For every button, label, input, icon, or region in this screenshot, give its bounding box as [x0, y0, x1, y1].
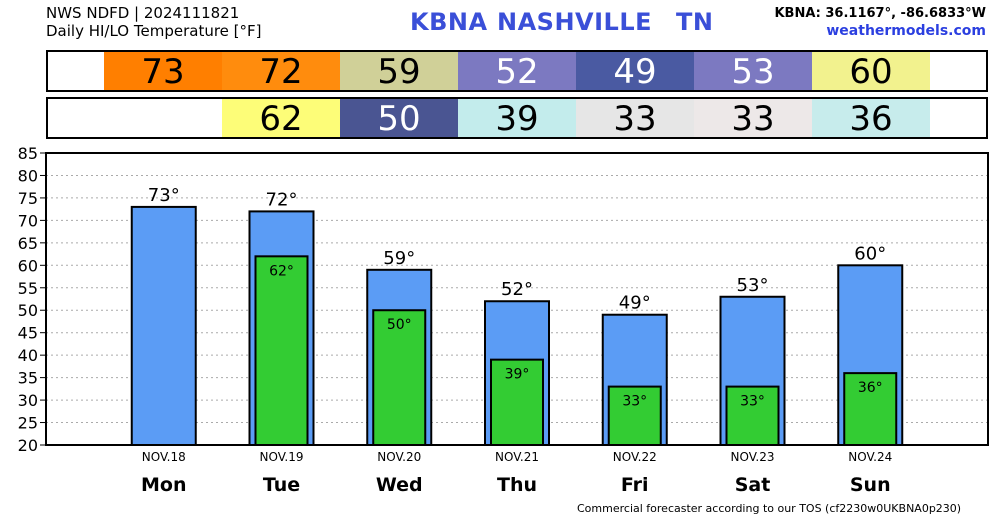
high-cell-2: 59	[340, 52, 458, 92]
high-bar-label: 60°	[854, 243, 886, 264]
y-tick-label: 70	[18, 211, 38, 230]
station-id: KBNA	[410, 8, 488, 36]
high-bar-label: 73°	[148, 185, 180, 206]
date-label: NOV.18	[142, 450, 186, 464]
y-tick-label: 25	[18, 414, 38, 433]
day-label: Sun	[850, 474, 891, 496]
site-link[interactable]: weathermodels.com	[826, 23, 986, 39]
y-tick-label: 60	[18, 256, 38, 275]
high-temp-strip: 73 72 59 52 49 53 60	[46, 50, 988, 92]
low-bar-label: 33°	[740, 394, 765, 410]
high-cell-1: 72	[222, 52, 340, 92]
plot-frame	[45, 152, 989, 446]
y-tick-label: 50	[18, 301, 38, 320]
high-bar-label: 59°	[383, 248, 415, 269]
low-cell-0	[104, 99, 222, 137]
y-tick-label: 40	[18, 346, 38, 365]
low-bar	[254, 255, 309, 447]
date-label: NOV.19	[260, 450, 304, 464]
y-tick-label: 30	[18, 391, 38, 410]
y-tick-label: 20	[18, 436, 38, 455]
low-bar-label: 33°	[622, 394, 647, 410]
date-label: NOV.22	[613, 450, 657, 464]
day-label: Fri	[621, 474, 649, 496]
high-cell-5: 53	[694, 52, 812, 92]
day-label: Wed	[376, 474, 423, 496]
high-bar-label: 53°	[737, 275, 769, 296]
high-cell-4: 49	[576, 52, 694, 92]
date-label: NOV.24	[848, 450, 892, 464]
station-city: NASHVILLE	[497, 8, 653, 36]
day-label: Mon	[141, 474, 187, 496]
high-bar-label: 52°	[501, 279, 533, 300]
high-cell-3: 52	[458, 52, 576, 92]
high-cell-0: 73	[104, 52, 222, 92]
low-cell-1: 62	[222, 99, 340, 139]
station-coords: KBNA: 36.1167°, -86.6833°W	[774, 6, 986, 21]
footer-note: Commercial forecaster according to our T…	[577, 502, 962, 515]
low-cell-2: 50	[340, 99, 458, 139]
low-cell-5: 33	[694, 99, 812, 139]
day-label: Sat	[735, 474, 771, 496]
day-label: Tue	[263, 474, 300, 496]
y-tick-label: 45	[18, 324, 38, 343]
low-bar	[490, 358, 544, 446]
date-label: NOV.21	[495, 450, 539, 464]
low-bar-label: 62°	[269, 263, 294, 279]
high-bar-label: 72°	[266, 189, 298, 210]
y-tick-label: 80	[18, 166, 38, 185]
low-cell-3: 39	[458, 99, 576, 139]
high-cell-6: 60	[812, 52, 930, 92]
low-bar-label: 39°	[505, 367, 530, 383]
low-cell-4: 33	[576, 99, 694, 139]
low-bar-label: 36°	[858, 380, 883, 396]
y-tick-label: 85	[18, 144, 38, 163]
y-tick-label: 35	[18, 369, 38, 388]
low-bar	[843, 372, 898, 446]
source-line: NWS NDFD | 2024111821	[46, 4, 240, 22]
high-bar-label: 49°	[619, 293, 651, 314]
date-label: NOV.23	[731, 450, 775, 464]
low-temp-strip: 62 50 39 33 33 36	[46, 97, 988, 139]
low-bar	[372, 309, 427, 446]
low-cell-6: 36	[812, 99, 930, 139]
product-title: Daily HI/LO Temperature [°F]	[46, 22, 262, 40]
y-tick-label: 65	[18, 234, 38, 253]
y-tick-label: 55	[18, 279, 38, 298]
low-bar-label: 50°	[387, 317, 412, 333]
date-label: NOV.20	[377, 450, 421, 464]
station-state: TN	[676, 8, 714, 36]
low-bar	[725, 385, 780, 447]
high-bar	[130, 205, 197, 446]
y-tick-label: 75	[18, 189, 38, 208]
day-label: Thu	[497, 474, 537, 496]
